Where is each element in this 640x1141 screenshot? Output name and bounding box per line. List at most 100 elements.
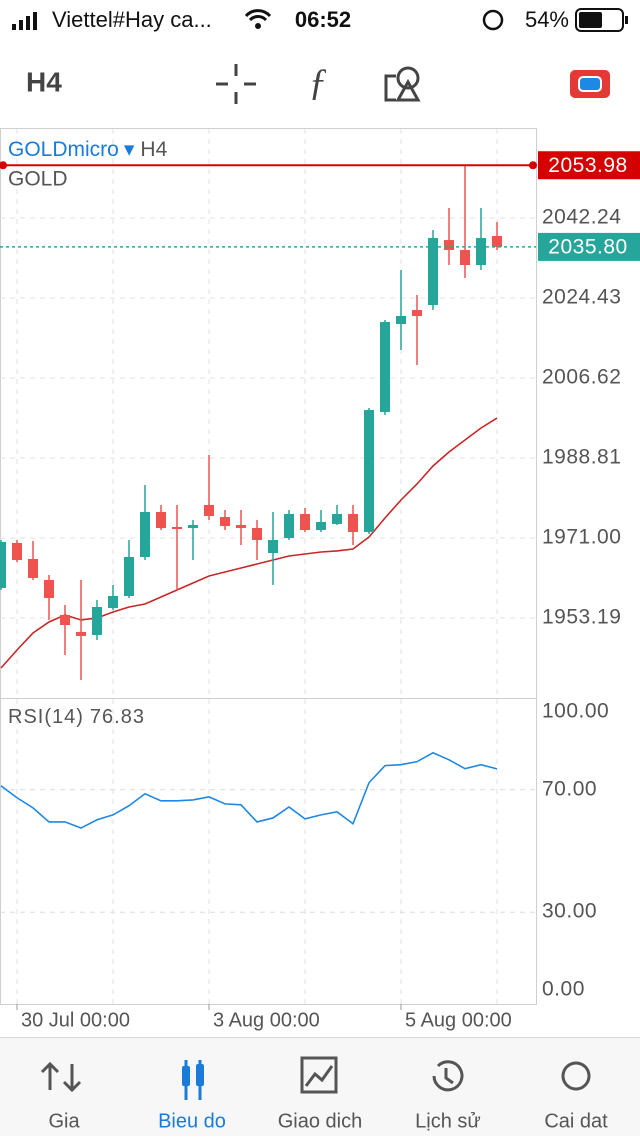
candle-body xyxy=(444,240,454,251)
battery-percent: 54% xyxy=(525,7,569,32)
symbol-arrow[interactable]: ▾ xyxy=(124,138,135,161)
y-tick-label: 1988.81 xyxy=(542,446,621,469)
candle-body xyxy=(204,504,214,516)
battery-tip xyxy=(625,16,628,24)
y-tick-label: 2006.62 xyxy=(542,366,621,389)
candle-body xyxy=(348,514,358,532)
lock-icon xyxy=(482,9,504,31)
candle-body xyxy=(0,541,6,588)
symbol[interactable]: GOLDmicro xyxy=(8,138,119,161)
indicator-label: RSI(14) 76.83 xyxy=(8,706,145,728)
y-tick-label: 70.00 xyxy=(542,777,597,800)
price-label: 2035.80 xyxy=(548,235,627,258)
x-tick-label: 5 Aug 00:00 xyxy=(405,1009,512,1031)
y-tick-label: 2024.43 xyxy=(542,286,621,309)
high-line-label: 2053.98 xyxy=(548,154,627,177)
signal xyxy=(12,24,16,30)
tab-label: Giao dich xyxy=(278,1110,363,1132)
tab-item[interactable]: Giao dich xyxy=(278,1056,363,1132)
indicator-name: RSI(14) xyxy=(8,706,84,728)
tab-item[interactable]: Bieu do xyxy=(158,1060,226,1132)
candle-body xyxy=(396,315,406,324)
candle-body xyxy=(428,238,438,305)
candle-body xyxy=(124,556,134,596)
tab-icon xyxy=(300,1056,338,1094)
tab-icon xyxy=(432,1060,464,1092)
indicators-button[interactable]: ƒ xyxy=(309,62,328,104)
indicator-value: 76.83 xyxy=(90,706,145,728)
battery-level xyxy=(579,12,602,28)
y-tick-label: 0.00 xyxy=(542,978,585,1001)
candle-body xyxy=(220,517,230,526)
tab-label: Lịch sử xyxy=(415,1110,481,1132)
x-tick-label: 30 Jul 00:00 xyxy=(21,1009,130,1031)
status-bar: Viettel#Hay ca... 06:52 54% xyxy=(12,7,628,32)
candle-body xyxy=(172,526,182,530)
y-tick-label: 30.00 xyxy=(542,900,597,923)
wifi-icon xyxy=(244,9,272,22)
candle-body xyxy=(380,322,390,412)
carrier: Viettel#Hay ca... xyxy=(52,7,212,32)
price-tag xyxy=(538,232,640,261)
high-line-handle xyxy=(0,161,7,170)
tab-item[interactable]: Cai dat xyxy=(544,1061,608,1132)
candle-body xyxy=(284,514,294,538)
candle-body xyxy=(316,522,326,530)
wifi-icon xyxy=(255,23,261,29)
tab-icon xyxy=(40,1061,82,1093)
y-tick-label: 1953.19 xyxy=(542,606,621,629)
signal xyxy=(33,12,37,30)
tab-icon xyxy=(196,1064,204,1086)
candle-body xyxy=(332,514,342,524)
high-line-tag xyxy=(538,151,640,180)
indicator-line xyxy=(0,751,498,829)
symbol-header: GOLDmicro ▾ H4 xyxy=(8,138,168,161)
tab-icon xyxy=(561,1061,591,1091)
candle-body xyxy=(476,238,486,266)
symbol-description: GOLD xyxy=(8,168,68,191)
tab-item[interactable]: Lịch sử xyxy=(415,1060,481,1132)
candle-body xyxy=(92,606,102,635)
battery xyxy=(575,8,624,32)
trade-button[interactable] xyxy=(570,70,610,98)
candle-body xyxy=(268,540,278,553)
timeframe-button[interactable]: H4 xyxy=(26,66,62,97)
candle-body xyxy=(492,235,502,247)
y-tick-label: 2042.24 xyxy=(542,206,621,229)
objects-button[interactable] xyxy=(384,66,421,102)
tab-label: Gia xyxy=(48,1110,80,1132)
plot: 30 Jul 00:00 3 Aug 00:00 5 Aug 00:00 1953.1… xyxy=(0,129,640,1031)
candle-body xyxy=(252,527,262,541)
trade-icon xyxy=(578,76,602,92)
candle-body xyxy=(156,511,166,528)
clock: 06:52 xyxy=(295,7,351,32)
signal xyxy=(19,20,23,30)
candle-body xyxy=(76,631,86,636)
candle-body xyxy=(364,410,374,532)
toolbar: H4 ƒ xyxy=(26,62,610,104)
moving-average xyxy=(0,417,498,669)
high-line-handle xyxy=(529,161,537,170)
x-tick-label: 3 Aug 00:00 xyxy=(213,1009,320,1031)
candle-body xyxy=(28,558,38,578)
candle-body xyxy=(60,614,70,626)
candle-body xyxy=(412,310,422,316)
tab-icon xyxy=(182,1066,190,1086)
candle-body xyxy=(140,511,150,557)
tab-label: Bieu do xyxy=(158,1110,226,1132)
tab-item[interactable]: Gia xyxy=(40,1061,82,1132)
candle-body xyxy=(12,542,22,561)
candle-body xyxy=(44,579,54,599)
y-tick-label: 100.00 xyxy=(542,700,609,723)
chart-frame xyxy=(0,128,537,1005)
candle-body xyxy=(300,514,310,530)
signal xyxy=(26,16,30,30)
tab-items: Gia Bieu do Giao dich Lịch sử Cai dat xyxy=(40,1056,608,1132)
candle-body xyxy=(108,595,118,608)
tab-label: Cai dat xyxy=(544,1110,608,1132)
candle-body xyxy=(188,525,198,528)
candle-body xyxy=(460,250,470,266)
crosshair-button[interactable] xyxy=(216,64,256,104)
